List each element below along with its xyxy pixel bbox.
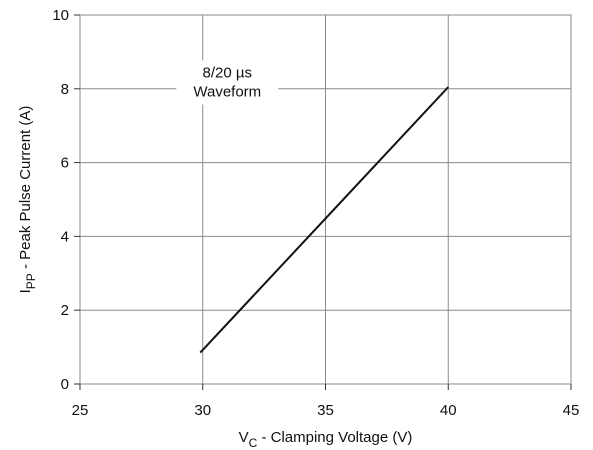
y-tick-label: 0 bbox=[61, 376, 69, 393]
ticks bbox=[74, 14, 572, 390]
tick-labels: 25 30 35 40 45 0 2 4 6 8 10 bbox=[52, 7, 579, 419]
x-tick-label: 45 bbox=[563, 402, 580, 419]
annotation-line-1: 8/20 µs bbox=[203, 64, 253, 81]
x-tick-label: 40 bbox=[440, 402, 457, 419]
y-axis-label-rest: - Peak Pulse Current (A) bbox=[17, 106, 34, 274]
x-axis-label: VC - Clamping Voltage (V) bbox=[239, 429, 413, 450]
y-axis-label-main: I bbox=[17, 289, 34, 293]
annotation: 8/20 µs Waveform bbox=[176, 60, 279, 105]
x-axis-label-rest: - Clamping Voltage (V) bbox=[257, 429, 412, 446]
x-axis-label-subscript: C bbox=[249, 436, 258, 450]
x-tick-label: 25 bbox=[72, 402, 89, 419]
series-line-0 bbox=[199, 86, 450, 354]
annotation-line-2: Waveform bbox=[193, 83, 261, 100]
y-axis-label-subscript: PP bbox=[24, 273, 38, 289]
y-tick-label: 4 bbox=[61, 228, 69, 245]
x-tick-label: 35 bbox=[317, 402, 334, 419]
annotation-background bbox=[176, 60, 279, 105]
y-axis-label: IPP - Peak Pulse Current (A) bbox=[17, 106, 38, 294]
y-tick-label: 8 bbox=[61, 81, 69, 98]
grid bbox=[80, 15, 571, 384]
y-tick-label: 10 bbox=[52, 7, 69, 24]
series bbox=[199, 86, 450, 354]
y-tick-label: 6 bbox=[61, 155, 69, 172]
x-axis-label-main: V bbox=[239, 429, 249, 446]
y-tick-label: 2 bbox=[61, 302, 69, 319]
x-tick-label: 30 bbox=[194, 402, 211, 419]
